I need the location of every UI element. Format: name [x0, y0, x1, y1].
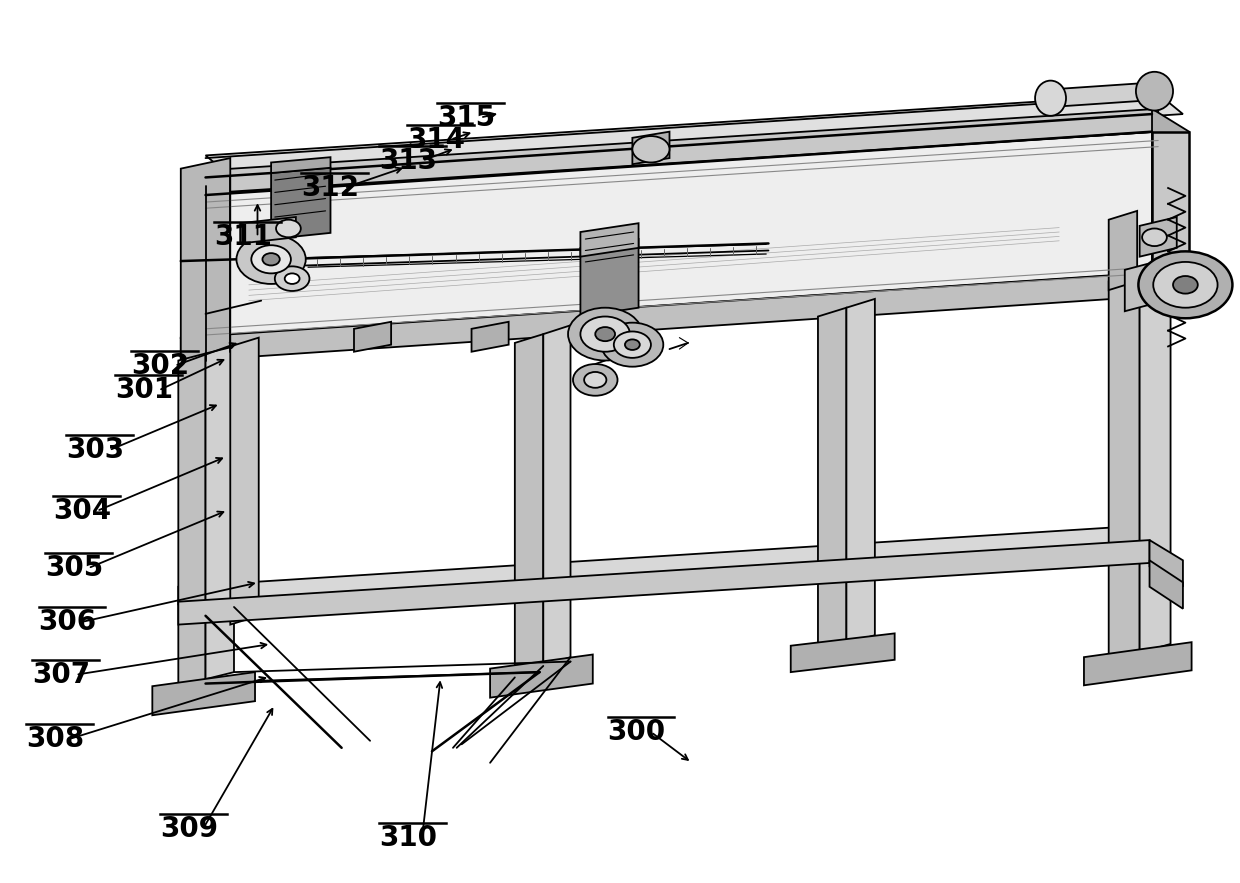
- Polygon shape: [206, 109, 1158, 193]
- Polygon shape: [580, 239, 639, 316]
- Polygon shape: [181, 132, 1158, 337]
- Polygon shape: [1109, 273, 1140, 663]
- Circle shape: [277, 220, 301, 238]
- Ellipse shape: [1035, 80, 1066, 116]
- Text: 305: 305: [45, 555, 103, 582]
- Polygon shape: [1152, 109, 1189, 299]
- Text: 304: 304: [53, 497, 112, 525]
- Polygon shape: [1140, 217, 1177, 257]
- Polygon shape: [272, 168, 331, 239]
- Polygon shape: [490, 654, 593, 698]
- Polygon shape: [353, 321, 391, 351]
- Polygon shape: [153, 672, 255, 715]
- Polygon shape: [515, 334, 543, 677]
- Polygon shape: [791, 633, 895, 672]
- Polygon shape: [179, 353, 206, 691]
- Polygon shape: [471, 321, 508, 351]
- Polygon shape: [543, 325, 570, 666]
- Polygon shape: [179, 540, 1149, 624]
- Text: 312: 312: [301, 174, 358, 202]
- Text: 315: 315: [436, 103, 495, 132]
- Circle shape: [1153, 262, 1218, 307]
- Polygon shape: [847, 299, 875, 644]
- Polygon shape: [1050, 82, 1154, 107]
- Polygon shape: [1152, 132, 1189, 299]
- Polygon shape: [206, 94, 1183, 176]
- Polygon shape: [632, 132, 670, 164]
- Ellipse shape: [1136, 72, 1173, 110]
- Circle shape: [580, 316, 630, 351]
- Text: 314: 314: [407, 125, 465, 154]
- Circle shape: [632, 136, 670, 162]
- Circle shape: [263, 253, 280, 266]
- Polygon shape: [589, 321, 626, 351]
- Polygon shape: [818, 307, 847, 654]
- Text: 308: 308: [26, 725, 84, 753]
- Polygon shape: [179, 525, 1149, 604]
- Polygon shape: [1149, 561, 1183, 608]
- Circle shape: [285, 274, 300, 284]
- Text: 307: 307: [32, 660, 91, 689]
- Polygon shape: [206, 346, 234, 679]
- Text: 311: 311: [215, 223, 272, 252]
- Polygon shape: [1140, 264, 1171, 653]
- Circle shape: [252, 245, 291, 274]
- Text: 306: 306: [38, 608, 97, 636]
- Polygon shape: [272, 157, 331, 173]
- Text: 309: 309: [160, 815, 218, 842]
- Polygon shape: [1125, 261, 1158, 311]
- Circle shape: [275, 267, 310, 291]
- Polygon shape: [1084, 642, 1192, 685]
- Polygon shape: [181, 158, 231, 374]
- Circle shape: [595, 327, 615, 341]
- Circle shape: [601, 322, 663, 366]
- Text: 302: 302: [131, 351, 190, 380]
- Circle shape: [1138, 252, 1233, 318]
- Text: 301: 301: [115, 376, 174, 404]
- Polygon shape: [1109, 211, 1137, 291]
- Polygon shape: [231, 337, 259, 624]
- Circle shape: [625, 339, 640, 350]
- Circle shape: [237, 235, 306, 284]
- Circle shape: [568, 307, 642, 360]
- Circle shape: [573, 364, 618, 396]
- Polygon shape: [1149, 540, 1183, 586]
- Circle shape: [584, 372, 606, 388]
- Text: 303: 303: [66, 436, 124, 464]
- Text: 313: 313: [378, 147, 436, 175]
- Circle shape: [1173, 276, 1198, 294]
- Text: 310: 310: [378, 824, 436, 851]
- Polygon shape: [241, 217, 296, 244]
- Polygon shape: [181, 273, 1152, 361]
- Circle shape: [1142, 229, 1167, 246]
- Text: 300: 300: [608, 718, 666, 746]
- Polygon shape: [580, 223, 639, 257]
- Circle shape: [614, 331, 651, 358]
